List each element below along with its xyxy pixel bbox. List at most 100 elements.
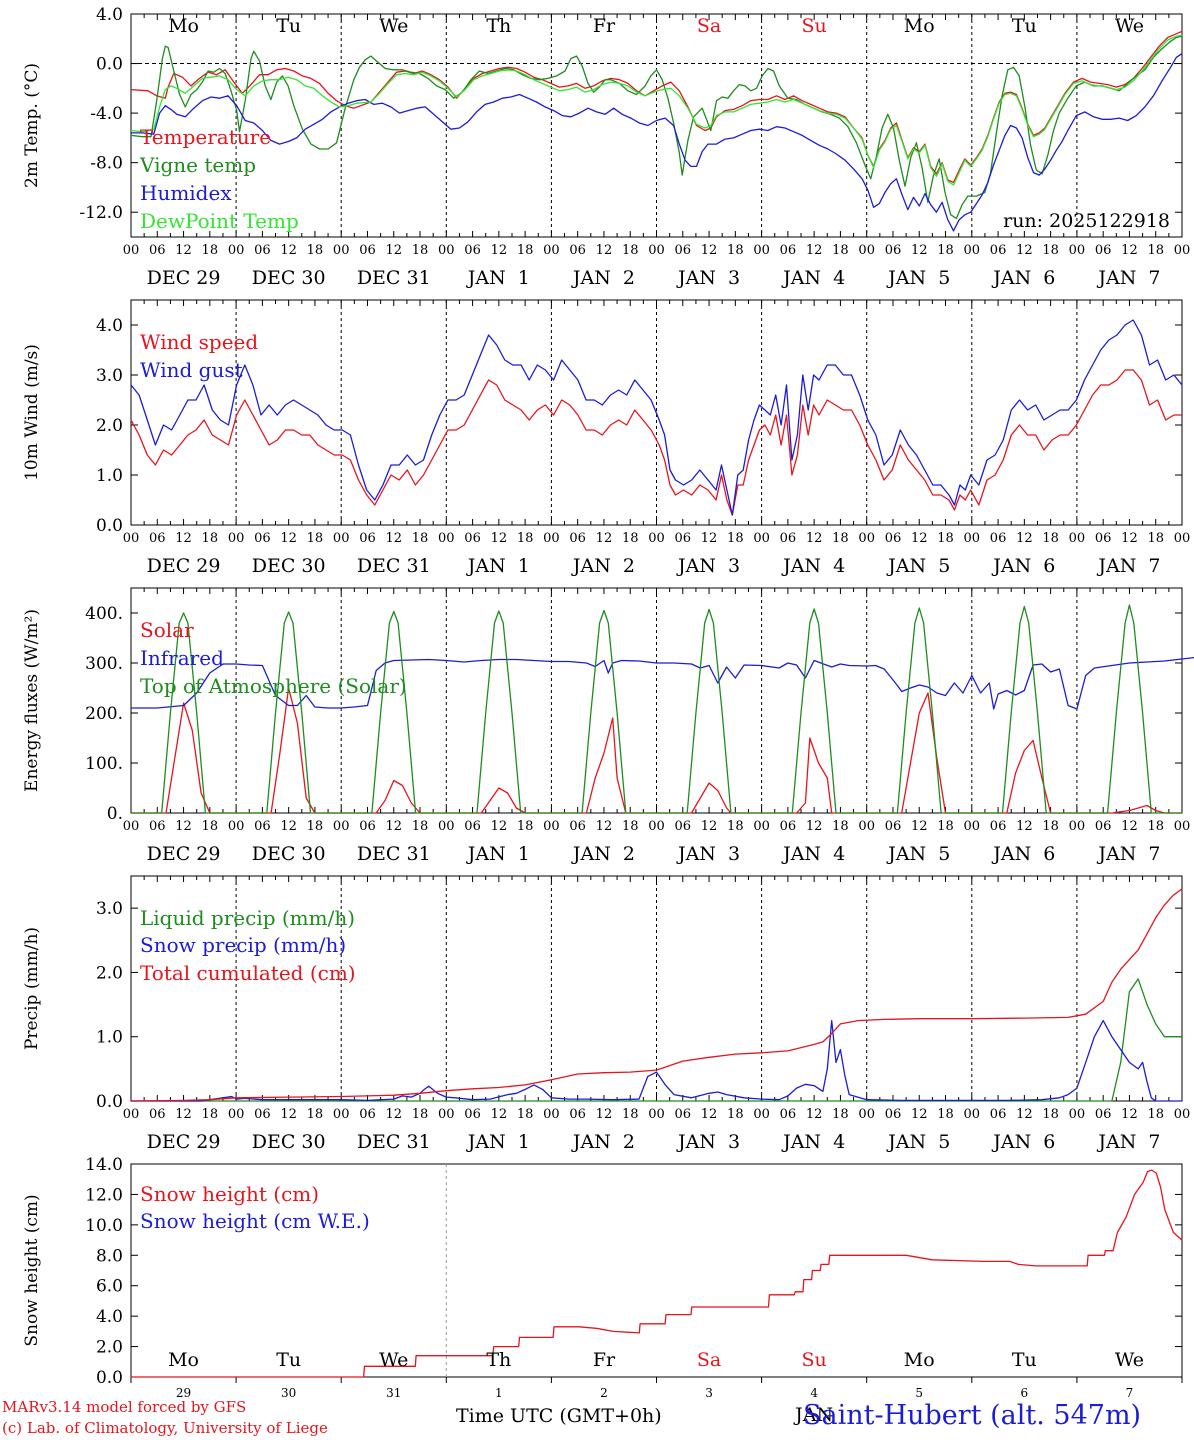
- hour-tick-label: 06: [675, 819, 692, 834]
- hour-tick-label: 00: [1174, 531, 1191, 546]
- day-number-label: 7: [1126, 1386, 1134, 1400]
- hour-tick-label: 06: [780, 819, 797, 834]
- y-tick-label: 0.: [107, 804, 123, 824]
- hour-tick-label: 06: [149, 243, 166, 258]
- series-line-wind-gust: [130, 319, 1183, 516]
- hour-tick-label: 18: [832, 819, 849, 834]
- day-number-label: 31: [386, 1386, 401, 1400]
- legend-entry: Wind gust: [140, 358, 243, 382]
- hour-tick-label: 00: [1174, 819, 1191, 834]
- hour-tick-label: 12: [491, 1107, 508, 1122]
- y-tick-label: 2.0: [96, 416, 123, 436]
- date-label: DEC 29: [147, 555, 221, 577]
- hour-tick-label: 18: [307, 531, 324, 546]
- hour-tick-label: 18: [727, 1107, 744, 1122]
- hour-tick-label: 00: [858, 819, 875, 834]
- day-number-label: 5: [915, 1386, 923, 1400]
- y-tick-label: 2.0: [96, 963, 123, 983]
- hour-tick-label: 12: [491, 819, 508, 834]
- hour-tick-label: 06: [359, 531, 376, 546]
- legend-entry: Snow height (cm): [140, 1182, 319, 1206]
- hour-tick-label: 06: [1095, 531, 1112, 546]
- footer-model: MARv3.14 model forced by GFS: [2, 1398, 247, 1416]
- y-tick-label: 8.0: [96, 1246, 123, 1266]
- hour-tick-label: 00: [1069, 531, 1086, 546]
- hour-tick-label: 06: [569, 1107, 586, 1122]
- hour-tick-label: 00: [1069, 819, 1086, 834]
- footer-credit: (c) Lab. of Climatology, University of L…: [2, 1419, 328, 1437]
- y-axis-label: Precip (mm/h): [22, 927, 42, 1050]
- date-label: DEC 31: [357, 1131, 431, 1153]
- hour-tick-label: 18: [307, 819, 324, 834]
- hour-tick-label: 00: [333, 531, 350, 546]
- hour-tick-label: 12: [385, 243, 402, 258]
- y-tick-label: 200.: [85, 704, 123, 724]
- date-label: JAN 2: [571, 555, 635, 577]
- hour-tick-label: 06: [359, 1107, 376, 1122]
- hour-tick-label: 18: [1147, 1107, 1164, 1122]
- hour-tick-label: 18: [622, 243, 639, 258]
- hour-tick-label: 00: [123, 531, 140, 546]
- hour-tick-label: 18: [937, 819, 954, 834]
- y-tick-label: 2.0: [96, 1338, 123, 1358]
- hour-tick-label: 00: [543, 531, 560, 546]
- hour-tick-label: 18: [1147, 531, 1164, 546]
- y-tick-label: 4.0: [96, 1307, 123, 1327]
- date-label: JAN 1: [466, 267, 530, 289]
- weekday-label: Mo: [168, 1349, 199, 1371]
- legend-entry: Snow precip (mm/h): [140, 933, 346, 957]
- y-tick-label: 14.0: [85, 1155, 123, 1175]
- hour-tick-label: 06: [464, 1107, 481, 1122]
- y-tick-label: 0.0: [96, 55, 123, 75]
- hour-tick-label: 12: [596, 243, 613, 258]
- hour-tick-label: 00: [753, 531, 770, 546]
- hour-tick-label: 00: [228, 819, 245, 834]
- legend-entry: Temperature: [140, 125, 271, 149]
- date-label: JAN 6: [991, 843, 1055, 865]
- hour-tick-label: 18: [622, 1107, 639, 1122]
- date-label: DEC 29: [147, 1131, 221, 1153]
- hour-tick-label: 06: [254, 819, 271, 834]
- station-label: Saint-Hubert (alt. 547m): [803, 1400, 1142, 1431]
- hour-tick-label: 18: [832, 243, 849, 258]
- hour-tick-label: 18: [832, 531, 849, 546]
- hour-tick-label: 00: [333, 819, 350, 834]
- day-number-label: 1: [495, 1386, 503, 1400]
- y-axis-label: Energy fluxes (W/m²): [22, 609, 42, 792]
- series-line-dewpoint-temp: [130, 34, 1183, 186]
- weekday-label: Tu: [1012, 1349, 1037, 1371]
- hour-tick-label: 12: [806, 243, 823, 258]
- hour-tick-label: 18: [832, 1107, 849, 1122]
- y-tick-label: 4.0: [96, 316, 123, 336]
- hour-tick-label: 00: [228, 243, 245, 258]
- hour-tick-label: 00: [648, 819, 665, 834]
- hour-tick-label: 12: [911, 819, 928, 834]
- hour-tick-label: 18: [1042, 531, 1059, 546]
- hour-tick-label: 06: [359, 243, 376, 258]
- y-tick-label: 10.0: [85, 1216, 123, 1236]
- hour-tick-label: 00: [228, 1107, 245, 1122]
- date-label: JAN 2: [571, 843, 635, 865]
- hour-tick-label: 00: [964, 819, 981, 834]
- hour-tick-label: 06: [1095, 243, 1112, 258]
- weekday-label: Mo: [904, 1349, 935, 1371]
- hour-tick-label: 18: [1147, 819, 1164, 834]
- hour-tick-label: 00: [1174, 243, 1191, 258]
- hour-tick-label: 00: [438, 819, 455, 834]
- hour-tick-label: 06: [780, 531, 797, 546]
- weekday-label: Su: [802, 15, 827, 37]
- month-label: JAN: [793, 1404, 833, 1426]
- hour-tick-label: 12: [911, 243, 928, 258]
- hour-tick-label: 18: [517, 531, 534, 546]
- y-tick-label: 4.0: [96, 5, 123, 25]
- hour-tick-label: 06: [990, 243, 1007, 258]
- date-label: DEC 31: [357, 555, 431, 577]
- hour-tick-label: 06: [675, 243, 692, 258]
- hour-tick-label: 00: [858, 1107, 875, 1122]
- y-tick-label: 3.0: [96, 366, 123, 386]
- hour-tick-label: 18: [307, 1107, 324, 1122]
- weekday-label: Tu: [276, 15, 301, 37]
- hour-tick-label: 06: [990, 819, 1007, 834]
- weekday-label: Th: [486, 15, 511, 37]
- date-label: DEC 30: [252, 843, 326, 865]
